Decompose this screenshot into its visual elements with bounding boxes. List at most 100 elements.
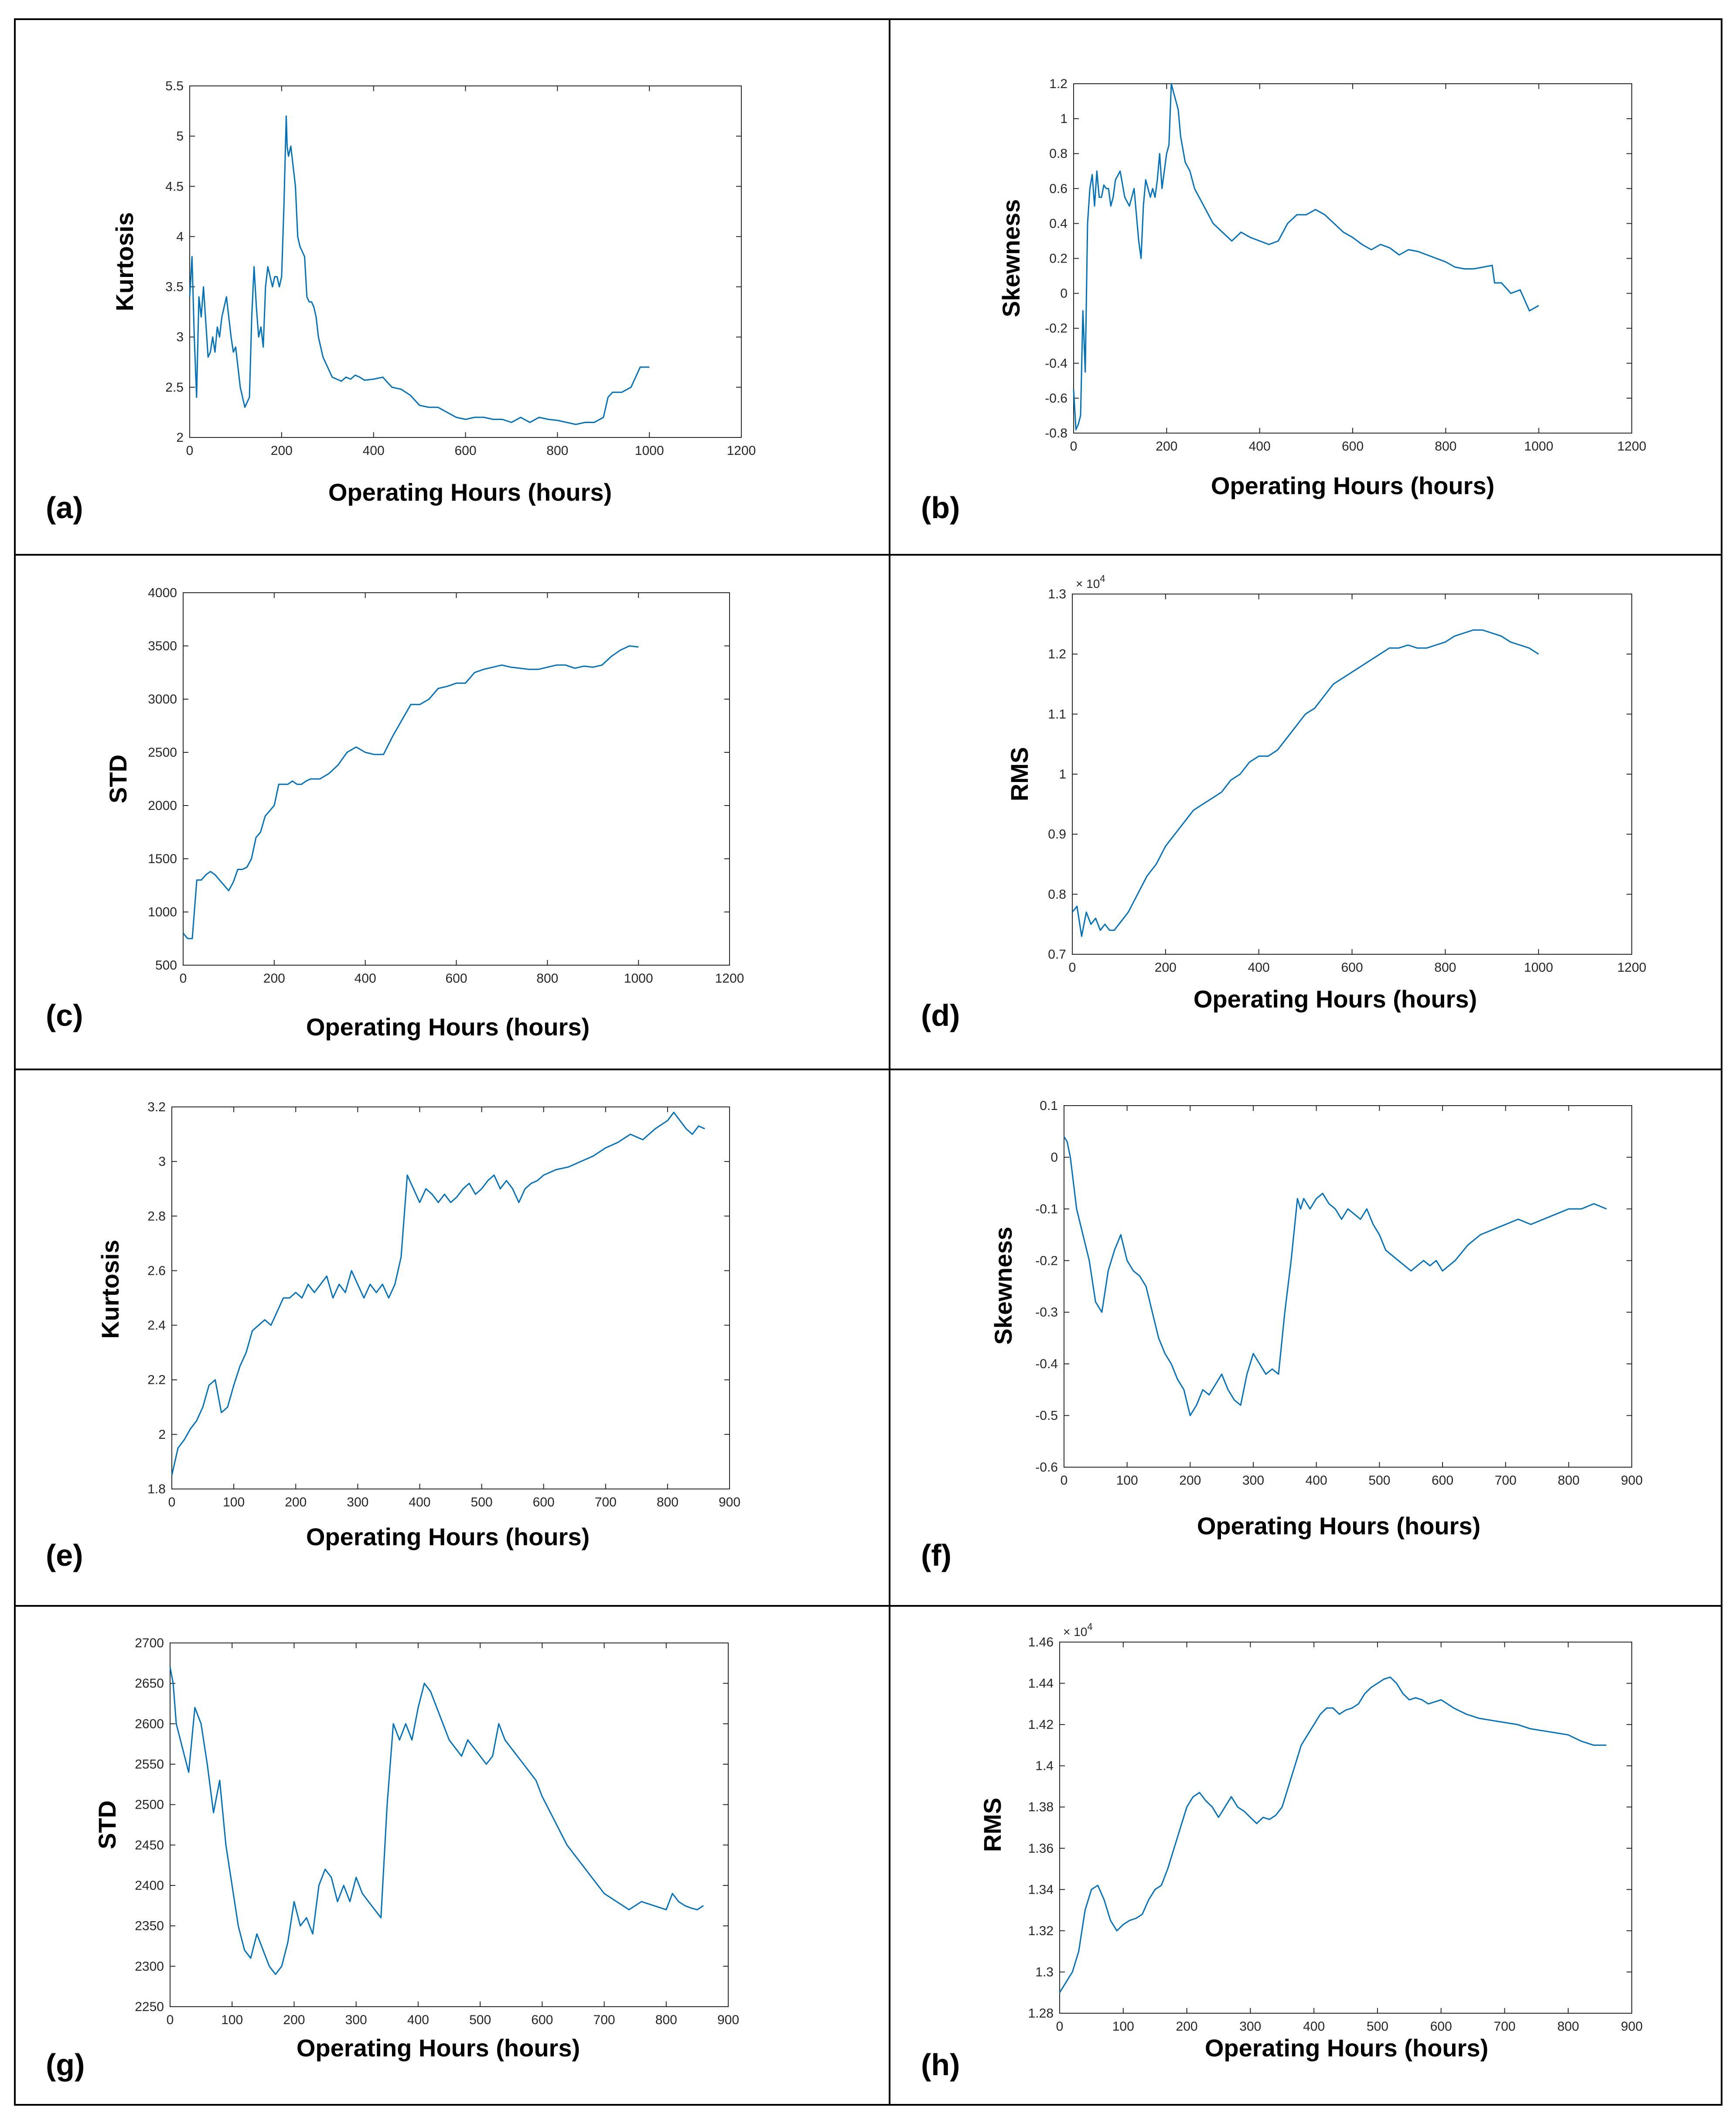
y-tick-label: -0.3 <box>1035 1305 1058 1320</box>
x-tick-label: 300 <box>345 2013 367 2027</box>
x-tick-label: 400 <box>407 2013 429 2027</box>
y-tick-label: -0.5 <box>1035 1409 1058 1423</box>
x-tick-label: 600 <box>1341 960 1363 975</box>
x-tick-label: 1200 <box>727 444 756 458</box>
x-tick-label: 200 <box>263 971 285 986</box>
x-tick-label: 900 <box>1621 1473 1643 1488</box>
y-axis-label: STD <box>93 1800 121 1849</box>
y-tick-label: 5 <box>176 129 184 143</box>
y-tick-label: 0.6 <box>1049 181 1068 196</box>
y-tick-label: 1500 <box>148 852 177 866</box>
x-axis-label: Operating Hours (hours) <box>1211 472 1494 499</box>
y-tick-label: 1.46 <box>1028 1635 1054 1649</box>
y-tick-label: 3.5 <box>165 280 184 294</box>
x-tick-label: 100 <box>221 2013 243 2027</box>
y-tick-label: 2550 <box>135 1757 164 1772</box>
x-tick-label: 900 <box>719 1495 740 1509</box>
x-tick-label: 0 <box>180 971 187 986</box>
y-tick-label: 1000 <box>148 905 177 919</box>
series-line <box>1063 1136 1607 1417</box>
x-tick-label: 800 <box>657 1495 679 1509</box>
x-tick-label: 300 <box>1239 2019 1261 2034</box>
x-tick-label: 500 <box>1368 1473 1390 1488</box>
x-tick-label: 1000 <box>624 971 653 986</box>
y-axis-label: Skewness <box>997 199 1025 318</box>
panel-label: (g) <box>46 2048 85 2082</box>
y-tick-label: 1.42 <box>1028 1718 1054 1732</box>
y-tick-label: 1 <box>1059 767 1066 782</box>
y-tick-label: 0 <box>1060 287 1068 301</box>
y-axis-label: STD <box>104 755 132 803</box>
series-line <box>189 115 650 425</box>
x-tick-label: 800 <box>1434 960 1456 975</box>
y-tick-label: 0.9 <box>1048 827 1066 842</box>
x-tick-label: 700 <box>1495 1473 1517 1488</box>
y-tick-label: 1.4 <box>1035 1759 1054 1773</box>
x-tick-label: 300 <box>1242 1473 1264 1488</box>
y-tick-label: 2.5 <box>165 380 184 395</box>
series-line <box>169 1667 704 1975</box>
y-tick-label: -0.6 <box>1035 1460 1058 1475</box>
x-tick-label: 500 <box>469 2013 491 2027</box>
x-axis-label: Operating Hours (hours) <box>1194 985 1477 1013</box>
y-tick-label: 3000 <box>148 692 177 707</box>
plot-axes-box <box>1064 1105 1632 1468</box>
y-tick-label: 0.2 <box>1049 252 1068 266</box>
y-tick-label: 2600 <box>135 1717 164 1731</box>
chart-panel: 0 100 200 300 400 500 600 700 800 900 -0.6 -0.5 -0.4… <box>921 1099 1643 1572</box>
x-tick-label: 700 <box>1494 2019 1515 2034</box>
x-tick-label: 0 <box>1056 2019 1064 2034</box>
x-tick-label: 600 <box>445 971 467 986</box>
y-tick-label: 1.8 <box>147 1482 166 1496</box>
panel-label: (h) <box>921 2048 960 2082</box>
panel-label: (d) <box>921 998 960 1032</box>
chart-panel: 0 200 400 600 800 1000 1200 0.7 0.8 0.9 1 1.1 1.2 1.3… <box>921 573 1646 1032</box>
y-tick-label: 2500 <box>135 1798 164 1812</box>
y-tick-label: 2350 <box>135 1919 164 1933</box>
x-tick-label: 200 <box>285 1495 307 1509</box>
y-tick-label: 2000 <box>148 799 177 813</box>
y-tick-label: 2.6 <box>147 1263 166 1278</box>
x-tick-label: 900 <box>1621 2019 1643 2034</box>
y-tick-label: 4 <box>176 229 184 244</box>
y-tick-label: 0.7 <box>1048 947 1066 962</box>
y-tick-label: 1.34 <box>1028 1882 1054 1897</box>
y-tick-label: 2650 <box>135 1677 164 1691</box>
x-tick-label: 1000 <box>1524 960 1553 975</box>
x-axis-label: Operating Hours (hours) <box>306 1013 590 1041</box>
x-tick-label: 500 <box>1367 2019 1388 2034</box>
y-tick-label: -0.8 <box>1045 426 1068 441</box>
x-tick-label: 400 <box>1303 2019 1325 2034</box>
y-tick-label: 3 <box>176 330 184 345</box>
y-tick-label: -0.4 <box>1045 356 1068 371</box>
x-tick-label: 1000 <box>1524 439 1553 454</box>
x-tick-label: 800 <box>546 444 568 458</box>
x-tick-label: 500 <box>471 1495 493 1509</box>
y-tick-label: -0.2 <box>1045 321 1068 336</box>
x-tick-label: 600 <box>1430 2019 1452 2034</box>
x-tick-label: 600 <box>533 1495 555 1509</box>
plot-axes-box <box>171 1106 730 1489</box>
panel-label: (c) <box>46 998 83 1032</box>
y-tick-label: 1.2 <box>1049 77 1068 91</box>
x-tick-label: 100 <box>223 1495 245 1509</box>
x-tick-label: 200 <box>1179 1473 1201 1488</box>
y-tick-label: 2450 <box>135 1838 164 1852</box>
chart-panel: 0 100 200 300 400 500 600 700 800 900 2250 2300 2350… <box>46 1636 739 2082</box>
y-tick-label: 1 <box>1060 112 1068 126</box>
y-axis-label: RMS <box>979 1798 1006 1852</box>
y-tick-label: 5.5 <box>165 79 184 93</box>
y-tick-label: 1.38 <box>1028 1800 1054 1814</box>
panel-label: (e) <box>46 1538 83 1572</box>
y-tick-label: 1.2 <box>1048 647 1066 662</box>
x-tick-label: 200 <box>271 444 293 458</box>
x-tick-label: 200 <box>283 2013 305 2027</box>
x-tick-label: 400 <box>363 444 385 458</box>
y-tick-label: 2 <box>176 430 184 445</box>
x-tick-label: 600 <box>454 444 476 458</box>
x-tick-label: 800 <box>1558 1473 1579 1488</box>
y-tick-label: 1.36 <box>1028 1841 1054 1856</box>
